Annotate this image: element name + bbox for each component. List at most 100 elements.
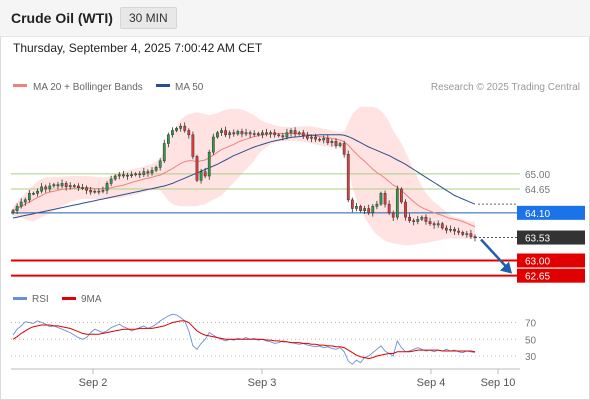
candle <box>166 132 170 148</box>
candle <box>469 229 473 239</box>
candle-body <box>285 132 289 138</box>
projection-arrow-head <box>500 261 512 274</box>
candle-body <box>436 223 440 226</box>
candle <box>440 221 444 230</box>
candle-body <box>130 174 133 176</box>
candle <box>175 126 178 133</box>
candle-body <box>359 206 362 211</box>
candle <box>236 129 240 136</box>
candle-body <box>64 183 68 188</box>
candle <box>273 129 277 138</box>
candle <box>138 171 142 178</box>
candle-body <box>293 130 297 135</box>
candle-body <box>44 186 48 190</box>
candle <box>318 137 322 142</box>
candle <box>154 165 158 173</box>
candle <box>363 205 366 214</box>
candle <box>36 188 39 197</box>
candle-body <box>199 171 203 181</box>
candle <box>277 133 281 138</box>
timeframe-badge[interactable]: 30 MIN <box>120 7 177 29</box>
candle <box>162 139 166 164</box>
candle <box>23 197 27 206</box>
candle <box>228 130 232 139</box>
pivot-badge <box>517 205 585 220</box>
attribution: Research © 2025 Trading Central <box>431 82 580 93</box>
candle-body <box>465 233 469 235</box>
candle <box>68 182 72 190</box>
candle <box>297 130 301 136</box>
candle <box>338 141 342 148</box>
candle <box>285 128 289 140</box>
candle <box>207 149 211 180</box>
candle <box>195 154 199 183</box>
candle-body <box>297 132 301 135</box>
legend-swatch-rsi <box>13 297 27 300</box>
candle-body <box>142 171 146 175</box>
last-price-badge <box>517 230 585 245</box>
candle-body <box>314 136 317 140</box>
candle-body <box>117 174 121 177</box>
candle-body <box>101 190 105 192</box>
candle-body <box>224 130 227 136</box>
pivot-label: 64.10 <box>525 209 550 220</box>
candle <box>224 126 227 138</box>
candle-body <box>134 173 138 176</box>
candle-body <box>11 210 15 214</box>
level-badges: 65.00 64.65 64.10 63.53 63.00 62.65 <box>517 170 585 283</box>
candle <box>81 183 84 190</box>
candle-body <box>432 223 436 226</box>
legend-label-rsi: RSI <box>32 294 49 305</box>
candle-body <box>158 160 162 168</box>
candle-body <box>23 199 27 203</box>
candle <box>89 187 93 195</box>
candle-body <box>277 134 281 137</box>
rsi-ma-line <box>12 320 476 360</box>
candle-body <box>265 132 268 135</box>
candle <box>232 129 236 137</box>
candle <box>334 138 338 149</box>
candle-body <box>281 135 285 138</box>
candle-body <box>412 220 416 222</box>
candle <box>220 127 223 136</box>
candle <box>93 189 97 194</box>
candle-body <box>171 130 174 136</box>
candle-body <box>68 185 72 188</box>
candle-body <box>387 203 391 214</box>
candle-body <box>342 143 346 155</box>
candle <box>261 129 264 139</box>
candle <box>314 133 317 142</box>
candle <box>473 234 477 242</box>
candle-body <box>269 132 272 135</box>
candle <box>211 133 215 155</box>
candle-body <box>97 190 101 193</box>
candle <box>457 227 461 236</box>
candle-body <box>187 130 191 136</box>
candle <box>240 128 244 138</box>
projection-arrow <box>480 238 512 274</box>
candle <box>461 230 465 237</box>
candle-body <box>449 229 452 231</box>
candle <box>40 183 43 194</box>
candle-body <box>252 133 256 135</box>
candle <box>105 181 109 195</box>
candle-body <box>56 184 60 187</box>
candle <box>305 131 309 141</box>
candle-body <box>400 188 403 203</box>
candlesticks <box>11 122 477 242</box>
moving-averages <box>12 133 476 228</box>
candle <box>424 214 428 225</box>
support-label: 62.65 <box>525 272 550 283</box>
support-label: 63.00 <box>525 257 550 268</box>
candle-body <box>318 138 322 141</box>
candle-body <box>346 154 350 201</box>
candle-body <box>154 167 158 171</box>
candle-body <box>166 134 170 144</box>
candle-body <box>326 138 330 143</box>
candle-body <box>379 193 383 205</box>
candle-body <box>232 132 236 135</box>
candle-body <box>36 190 39 194</box>
candle <box>183 122 187 133</box>
candle-body <box>391 212 395 218</box>
candle-body <box>81 187 84 189</box>
